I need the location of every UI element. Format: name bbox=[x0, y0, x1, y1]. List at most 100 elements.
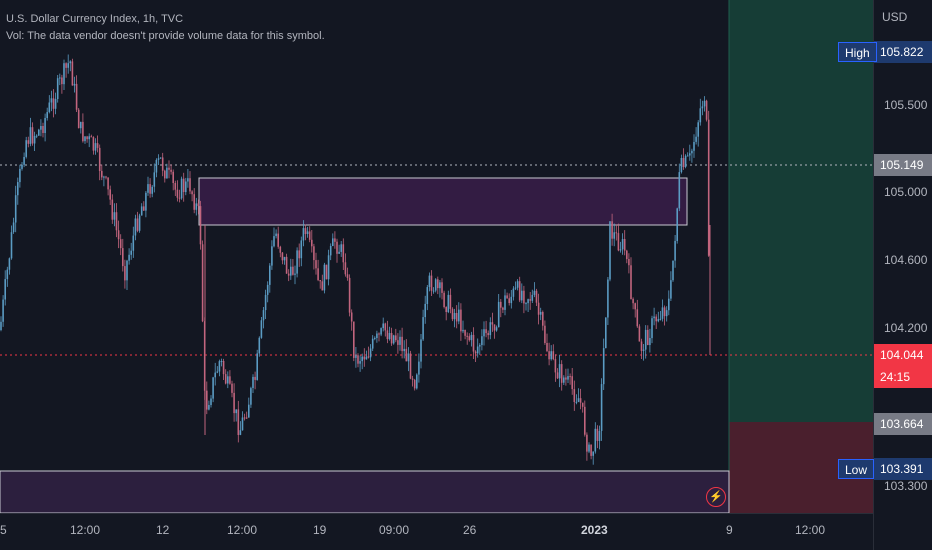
candle-body bbox=[371, 338, 374, 349]
candle-body bbox=[266, 284, 269, 295]
candle-body bbox=[344, 262, 347, 275]
candle-body bbox=[182, 178, 185, 192]
candle-body bbox=[659, 318, 662, 320]
candle-body bbox=[348, 277, 351, 313]
candle-body bbox=[105, 176, 107, 178]
candle-body bbox=[2, 299, 4, 322]
candle-body bbox=[187, 178, 189, 182]
candle-body bbox=[56, 78, 59, 99]
time-tick: 09:00 bbox=[379, 523, 410, 537]
time-scale[interactable]: 5 12:00 12 12:00 19 09:00 26 2023 9 12:0… bbox=[0, 513, 873, 550]
candle-body bbox=[138, 215, 141, 231]
candle-body bbox=[264, 294, 267, 311]
candle-body bbox=[302, 228, 305, 241]
candle-body bbox=[101, 170, 103, 178]
time-tick-year: 2023 bbox=[581, 523, 608, 537]
candle-body bbox=[527, 299, 529, 304]
candle-body bbox=[445, 307, 447, 312]
chart-canvas[interactable] bbox=[0, 0, 873, 513]
candle-body bbox=[665, 310, 668, 317]
candle-body bbox=[521, 290, 523, 301]
candle-body bbox=[140, 206, 143, 216]
candle-body bbox=[340, 244, 342, 252]
candle-body bbox=[642, 349, 645, 351]
candle-body bbox=[602, 348, 605, 385]
candle-body bbox=[607, 279, 609, 318]
candle-body bbox=[75, 83, 78, 110]
candle-body bbox=[581, 402, 584, 407]
candle-body bbox=[609, 221, 611, 280]
high-tag: High bbox=[838, 42, 877, 62]
candle-body bbox=[342, 244, 345, 263]
candle-body bbox=[63, 63, 65, 85]
candle-body bbox=[92, 137, 95, 151]
lightning-icon[interactable]: ⚡ bbox=[706, 487, 726, 507]
price-scale[interactable]: USD 105.500 105.000 104.600 104.200 103.… bbox=[873, 0, 932, 550]
candle-body bbox=[273, 236, 275, 247]
currency-label[interactable]: USD bbox=[882, 10, 908, 24]
candle-body bbox=[638, 326, 641, 342]
candle-body bbox=[388, 333, 391, 340]
candle-body bbox=[6, 269, 9, 280]
candle-body bbox=[54, 99, 57, 109]
candle-body bbox=[82, 121, 84, 142]
chart-legend: U.S. Dollar Currency Index, 1h, TVC Vol:… bbox=[6, 11, 325, 45]
candle-body bbox=[113, 212, 116, 220]
candle-body bbox=[88, 136, 90, 140]
chart-area[interactable]: U.S. Dollar Currency Index, 1h, TVC Vol:… bbox=[0, 0, 873, 513]
candle-body bbox=[544, 325, 546, 343]
candle-body bbox=[164, 170, 166, 179]
candle-body bbox=[279, 246, 282, 253]
symbol-title[interactable]: U.S. Dollar Currency Index, 1h, TVC bbox=[6, 13, 184, 25]
time-tick: 12:00 bbox=[70, 523, 101, 537]
candle-body bbox=[119, 239, 122, 249]
candle-body bbox=[680, 158, 683, 172]
candle-body bbox=[4, 279, 6, 300]
candle-body bbox=[432, 290, 435, 292]
candle-body bbox=[19, 168, 21, 183]
candle-body bbox=[567, 376, 569, 380]
candle-body bbox=[382, 323, 384, 329]
candle-body bbox=[189, 178, 191, 192]
candle-body bbox=[623, 239, 626, 251]
candle-body bbox=[554, 359, 557, 373]
candle-body bbox=[21, 164, 23, 169]
candle-body bbox=[682, 158, 685, 167]
candle-body bbox=[571, 376, 573, 390]
candle-body bbox=[33, 135, 36, 144]
candle-body bbox=[531, 294, 534, 301]
candle-body bbox=[365, 356, 368, 360]
candle-body bbox=[617, 233, 620, 251]
candle-body bbox=[42, 126, 44, 133]
demand-zone-rectangle[interactable] bbox=[0, 470, 730, 513]
candle-body bbox=[294, 273, 296, 275]
candle-body bbox=[132, 235, 135, 251]
candle-body bbox=[126, 260, 128, 281]
candle-body bbox=[430, 275, 433, 291]
candle-body bbox=[598, 431, 601, 441]
candle-body bbox=[439, 282, 441, 289]
candle-body bbox=[674, 240, 676, 261]
candle-body bbox=[220, 361, 223, 362]
candle-body bbox=[212, 377, 214, 399]
candle-body bbox=[493, 324, 496, 331]
candle-body bbox=[533, 290, 536, 295]
candle-body bbox=[512, 288, 515, 297]
candle-body bbox=[689, 153, 691, 156]
candle-body bbox=[308, 231, 311, 240]
candle-body bbox=[584, 406, 586, 435]
supply-zone-rectangle[interactable] bbox=[198, 177, 688, 226]
candle-body bbox=[40, 126, 42, 130]
candle-body bbox=[277, 233, 279, 247]
candle-body bbox=[8, 258, 11, 270]
candle-body bbox=[560, 364, 563, 383]
candle-body bbox=[191, 191, 193, 195]
candle-body bbox=[550, 351, 552, 360]
time-tick: 12:00 bbox=[227, 523, 258, 537]
candle-body bbox=[502, 307, 504, 310]
candle-body bbox=[201, 244, 204, 322]
candle-body bbox=[65, 63, 67, 68]
profit-zone[interactable] bbox=[729, 0, 873, 422]
candle-body bbox=[12, 222, 15, 233]
candle-body bbox=[151, 186, 153, 194]
